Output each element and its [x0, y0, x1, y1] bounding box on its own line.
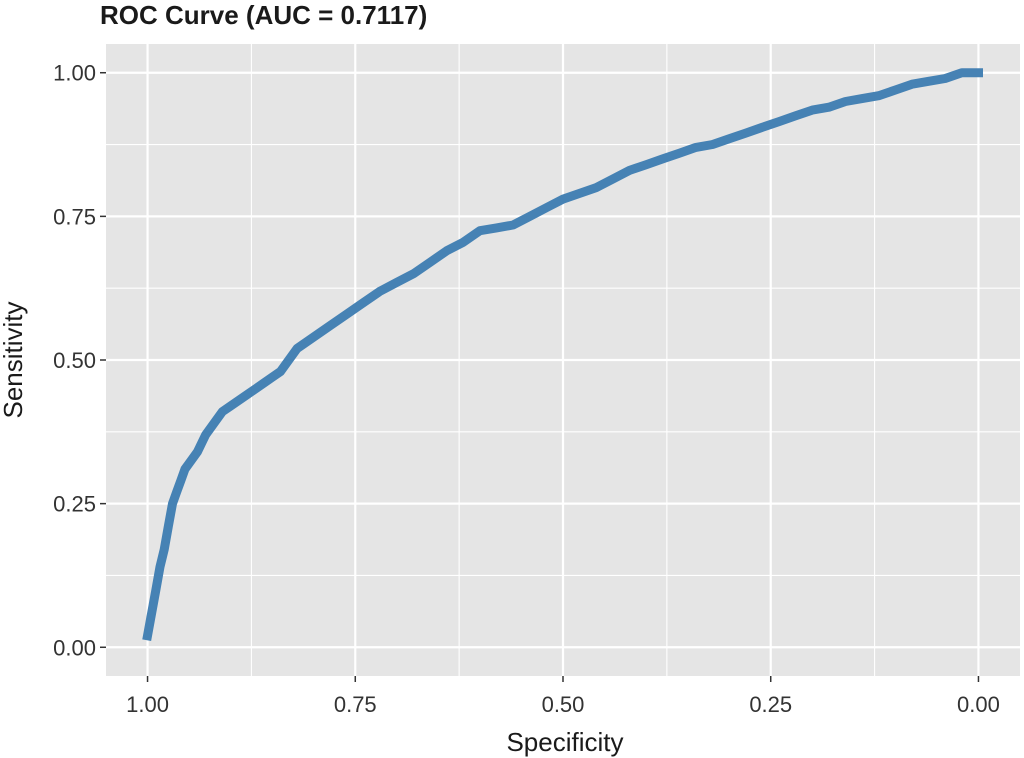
x-axis-title: Specificity	[506, 727, 623, 757]
y-axis-title: Sensitivity	[0, 301, 28, 418]
y-tick-label: 0.75	[53, 204, 96, 229]
chart-title: ROC Curve (AUC = 0.7117)	[100, 0, 427, 30]
x-tick-label: 0.75	[334, 692, 377, 717]
y-tick-label: 0.00	[53, 635, 96, 660]
series-layer	[142, 68, 983, 642]
gridlines	[106, 44, 1020, 676]
x-tick-label: 0.50	[542, 692, 585, 717]
x-tick-label: 1.00	[126, 692, 169, 717]
y-tick-label: 1.00	[53, 61, 96, 86]
y-tick-label: 0.25	[53, 492, 96, 517]
axis-ticks: 1.00 0.75 0.50 0.25 0.00 0.00 0.25 0.50 0.75 1.00	[53, 61, 1000, 717]
y-tick-label: 0.50	[53, 348, 96, 373]
roc-curve-line	[142, 68, 983, 642]
x-tick-label: 0.25	[749, 692, 792, 717]
x-tick-label: 0.00	[957, 692, 1000, 717]
